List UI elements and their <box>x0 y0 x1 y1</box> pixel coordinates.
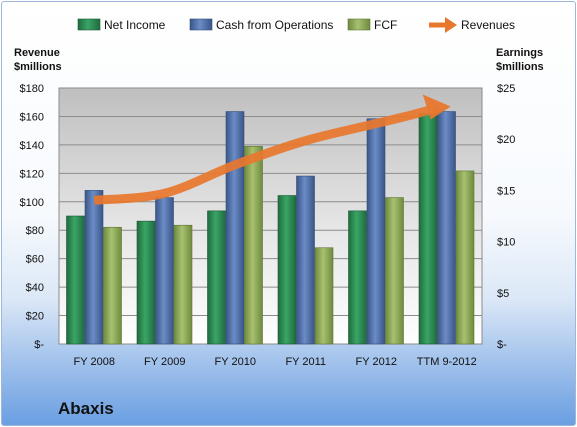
left-axis-ticks: $- $20 $40 $60 $80 $100 $120 $140 $160 $180 <box>20 83 45 351</box>
right-tick-label: $10 <box>497 237 515 249</box>
revenue-arrowhead <box>422 94 451 120</box>
bar-net-income <box>207 210 226 345</box>
right-tick-label: $25 <box>497 83 515 95</box>
left-tick-label: $140 <box>20 140 44 152</box>
category-labels: FY 2008 FY 2009 FY 2010 FY 2011 FY 2012 TTM 9… <box>74 356 477 368</box>
bar-fcf <box>455 170 475 345</box>
bar-cash-from-operations <box>296 175 315 345</box>
right-tick-label: $15 <box>497 185 515 197</box>
bar-cash-from-operations <box>366 118 386 345</box>
right-axis-ticks: $- $5 $10 $15 $20 $25 <box>497 83 515 351</box>
category-label: FY 2011 <box>285 356 326 368</box>
left-axis-label-line1: Revenue <box>14 47 60 59</box>
legend-swatch-fcf <box>347 18 371 31</box>
bar-fcf <box>173 224 193 345</box>
legend: Net Income Cash from Operations FCF Revenue… <box>77 17 515 33</box>
bar-cash-from-operations <box>155 197 174 345</box>
legend-label-revenues: Revenues <box>461 18 515 32</box>
category-label: FY 2010 <box>215 356 256 368</box>
category-label: FY 2012 <box>356 356 397 368</box>
legend-label-cash-from-operations: Cash from Operations <box>216 18 333 32</box>
left-axis-label-line2: $millions <box>14 61 62 73</box>
category-label: FY 2008 <box>74 356 115 368</box>
bar-net-income <box>348 210 367 345</box>
bar-fcf <box>244 146 263 345</box>
category-label: TTM 9-2012 <box>417 356 477 368</box>
bar-net-income <box>418 113 438 345</box>
left-tick-label: $40 <box>26 282 44 294</box>
legend-swatch-net-income <box>77 18 101 31</box>
bar-net-income <box>277 195 297 345</box>
left-tick-label: $80 <box>26 225 44 237</box>
right-tick-label: $20 <box>497 134 515 146</box>
right-tick-label: $5 <box>497 288 509 300</box>
right-axis-label-line2: $millions <box>496 61 544 73</box>
left-tick-label: $160 <box>20 111 44 123</box>
bar-cash-from-operations <box>437 111 456 345</box>
left-tick-label: $180 <box>20 83 44 95</box>
legend-label-fcf: FCF <box>374 18 397 32</box>
legend-label-net-income: Net Income <box>104 18 166 32</box>
bar-cash-from-operations <box>225 111 245 345</box>
bar-fcf <box>314 247 334 345</box>
plot-area <box>58 87 483 345</box>
revenue-line <box>93 94 451 205</box>
bar-fcf <box>103 226 122 345</box>
left-tick-label: $100 <box>20 197 44 209</box>
right-tick-label: $- <box>497 339 507 351</box>
left-tick-label: $120 <box>20 168 44 180</box>
right-axis-label-line1: Earnings <box>496 47 543 59</box>
company-name: Abaxis <box>58 399 114 418</box>
bar-fcf <box>385 197 404 345</box>
left-tick-label: $20 <box>26 311 44 323</box>
category-label: FY 2009 <box>144 356 185 368</box>
bar-net-income <box>66 215 85 345</box>
bar-cash-from-operations <box>84 190 104 345</box>
left-tick-label: $- <box>34 339 44 351</box>
revenue-line-path <box>93 103 438 205</box>
legend-swatch-arrow-revenues <box>445 17 457 33</box>
legend-swatch-cash-from-operations <box>189 18 213 31</box>
left-tick-label: $60 <box>26 254 44 266</box>
bar-net-income <box>136 220 156 345</box>
